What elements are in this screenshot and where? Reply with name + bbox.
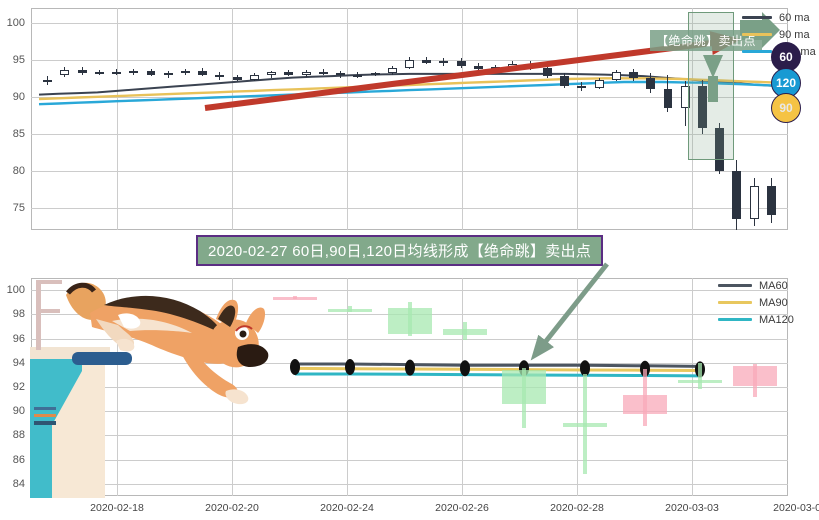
- signal-annotation-box: 2020-02-27 60日,90日,120日均线形成【绝命跳】卖出点: [196, 235, 604, 266]
- top-gridline-v: [577, 8, 578, 230]
- ma-point-marker: [290, 358, 300, 375]
- ma-point-marker: [405, 359, 415, 376]
- top-ma-line: [38, 72, 781, 96]
- bottom-gridline-h: [31, 411, 788, 413]
- top-gridline-h: [31, 96, 788, 98]
- bottom-gridline-v: [117, 278, 118, 496]
- bottom-gridline-v: [692, 278, 693, 496]
- ma-point-marker: [640, 360, 650, 377]
- legend-color-swatch: [718, 301, 752, 304]
- bottom-y-tick-label: 90: [12, 405, 25, 418]
- bottom-gridline-h: [31, 459, 788, 461]
- ma-point-marker: [580, 360, 590, 377]
- x-tick-label: 2020-02-18: [90, 502, 144, 514]
- bottom-kline-panel: 100 98 96 94 92 90 88 86 84: [0, 262, 819, 520]
- top-gridline-v: [692, 8, 693, 230]
- bottom-ma-line: [295, 362, 701, 368]
- top-gridline-v: [347, 8, 348, 230]
- top-y-tick-label: 80: [12, 164, 25, 177]
- x-tick-label: 2020-03-05: [773, 502, 819, 514]
- bottom-y-tick-label: 84: [12, 477, 25, 490]
- ma-point-marker: [460, 360, 470, 377]
- top-chart-overlay: [38, 72, 781, 106]
- legend-item[interactable]: 90 ma: [742, 27, 816, 42]
- x-tick-label: 2020-03-03: [665, 502, 719, 514]
- legend-item-label: 60 ma: [779, 11, 810, 24]
- legend-color-swatch: [742, 50, 772, 53]
- bottom-ma-line: [294, 366, 701, 372]
- top-ma-line: [38, 77, 781, 101]
- bottom-y-tick-label: 94: [12, 356, 25, 369]
- legend-color-swatch: [718, 284, 752, 287]
- legend-item-label: MA90: [759, 296, 788, 309]
- ma-point-marker: [345, 358, 355, 375]
- legend-item-label: MA60: [759, 279, 788, 292]
- legend-item[interactable]: MA120: [718, 312, 794, 327]
- top-gridline-v: [117, 8, 118, 230]
- legend-item[interactable]: MA60: [718, 278, 794, 293]
- top-y-tick-label: 100: [6, 16, 25, 29]
- sell-point-down-arrow: [703, 55, 723, 102]
- top-y-tick-label: 75: [12, 201, 25, 214]
- top-gridline-h: [31, 133, 788, 135]
- top-gridline-v: [232, 8, 233, 230]
- bottom-y-tick-label: 88: [12, 429, 25, 442]
- bottom-gridline-h: [31, 387, 788, 388]
- x-tick-label: 2020-02-26: [435, 502, 489, 514]
- legend-item[interactable]: 60 ma: [742, 10, 816, 25]
- top-gridline-h: [31, 207, 788, 209]
- sell-point-callout: 【绝命跳】卖出点: [650, 30, 763, 51]
- bottom-y-tick-label: 100: [6, 284, 25, 297]
- legend-color-swatch: [718, 318, 752, 321]
- legend-color-swatch: [742, 16, 772, 19]
- bottom-chart-legend: MA60 MA90 MA120: [718, 278, 794, 329]
- bottom-chart-overlay: [290, 358, 705, 378]
- bottom-gridline-v: [577, 278, 578, 496]
- top-gridline-h: [31, 22, 788, 24]
- top-gridline-h: [31, 170, 788, 172]
- top-gridline-v: [462, 8, 463, 230]
- top-y-tick-label: 95: [12, 53, 25, 66]
- top-y-tick-label: 90: [12, 90, 25, 103]
- signal-pointer-arrow: [530, 262, 609, 361]
- bottom-y-tick-label: 92: [12, 381, 25, 393]
- bottom-gridline-v: [347, 278, 348, 496]
- bottom-gridline-h: [31, 290, 788, 292]
- bottom-gridline-h: [31, 435, 788, 437]
- legend-item-label: MA120: [759, 313, 794, 326]
- red-trend-arrow: [204, 31, 741, 111]
- bottom-gridline-h: [31, 338, 788, 340]
- ma-badge-90[interactable]: 90: [771, 93, 801, 123]
- legend-color-swatch: [742, 33, 772, 36]
- ma-badge-60[interactable]: 60: [771, 42, 801, 72]
- bottom-gridline-h: [31, 483, 788, 485]
- bottom-ma-line: [295, 372, 701, 378]
- top-ma-line: [38, 80, 781, 106]
- legend-item[interactable]: MA90: [718, 295, 794, 310]
- bottom-gridline-v: [462, 278, 463, 496]
- x-tick-label: 2020-02-20: [205, 502, 259, 514]
- legend-item-label: 90 ma: [779, 28, 810, 41]
- top-y-tick-label: 85: [12, 127, 25, 140]
- x-tick-label: 2020-02-24: [320, 502, 374, 514]
- bottom-y-tick-label: 98: [12, 308, 25, 321]
- bottom-y-tick-label: 86: [12, 453, 25, 466]
- bottom-y-tick-label: 96: [12, 332, 25, 345]
- x-tick-label: 2020-02-28: [550, 502, 604, 514]
